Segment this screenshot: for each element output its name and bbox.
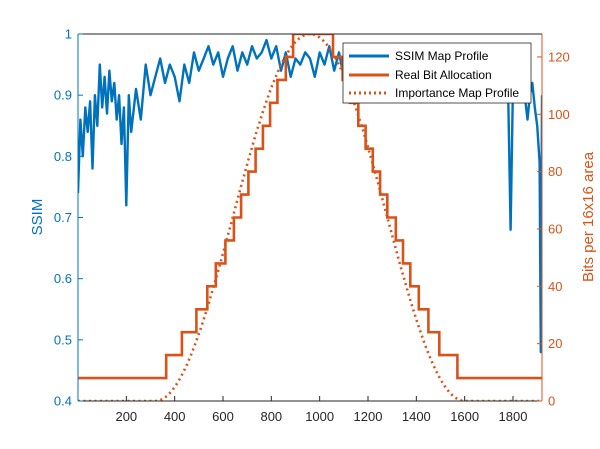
right-tick-label: 100 [548, 107, 570, 122]
x-axis-ticks: 200 400 600 800 1000 1200 1400 1600 1800 [115, 396, 527, 424]
right-tick-label: 80 [548, 164, 562, 179]
left-tick-label: 0.8 [54, 149, 72, 164]
right-tick-label: 20 [548, 336, 562, 351]
x-tick-label: 1600 [450, 409, 479, 424]
x-tick-label: 400 [164, 409, 186, 424]
right-axis-label: Bits per 16x16 area [580, 151, 597, 282]
left-tick-label: 0.5 [54, 332, 72, 347]
legend: SSIM Map Profile Real Bit Allocation Imp… [342, 42, 532, 104]
left-tick-label: 0.4 [54, 394, 72, 409]
legend-label-importance: Importance Map Profile [395, 86, 519, 100]
legend-label-ssim: SSIM Map Profile [395, 49, 489, 63]
right-tick-label: 40 [548, 279, 562, 294]
legend-label-alloc: Real Bit Allocation [395, 68, 492, 82]
left-tick-label: 1 [65, 27, 72, 42]
left-axis-label: SSIM [29, 199, 46, 236]
x-tick-label: 1000 [305, 409, 334, 424]
right-axis-ticks: 0 20 40 60 80 100 120 [537, 49, 570, 409]
x-tick-label: 1800 [499, 409, 528, 424]
left-axis-ticks: 0.4 0.5 0.6 0.7 0.8 0.9 1 [54, 27, 83, 409]
left-tick-label: 0.6 [54, 271, 72, 286]
x-tick-label: 800 [260, 409, 282, 424]
left-tick-label: 0.7 [54, 210, 72, 225]
x-tick-label: 600 [212, 409, 234, 424]
x-tick-label: 200 [115, 409, 137, 424]
x-tick-label: 1400 [402, 409, 431, 424]
right-tick-label: 120 [548, 49, 570, 64]
x-tick-label: 1200 [354, 409, 383, 424]
left-tick-label: 0.9 [54, 88, 72, 103]
right-tick-label: 60 [548, 221, 562, 236]
right-tick-label: 0 [548, 394, 555, 409]
series-alloc-line [78, 34, 542, 380]
